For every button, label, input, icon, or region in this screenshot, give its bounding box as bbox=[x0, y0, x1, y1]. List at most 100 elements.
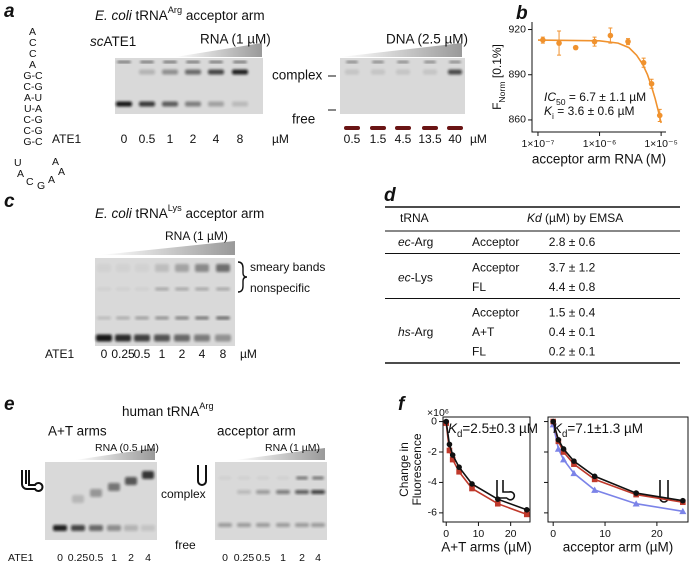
gel-band bbox=[311, 490, 325, 494]
lane-label: 0.25 bbox=[111, 347, 135, 361]
x-tick-label: 1×10⁻⁵ bbox=[644, 138, 678, 150]
data-point bbox=[456, 464, 462, 471]
gel-band bbox=[423, 69, 437, 75]
gel-title: acceptor arm bbox=[217, 424, 296, 439]
nucleotide: G-C bbox=[23, 136, 43, 148]
data-point bbox=[555, 437, 562, 443]
data-point bbox=[446, 447, 453, 454]
lane-label: 1 bbox=[167, 132, 174, 146]
x-axis-label: A+T arms (µM) bbox=[441, 540, 531, 555]
table-cell-part: ec bbox=[398, 235, 411, 249]
enzyme-label: scATE1 bbox=[90, 34, 136, 49]
lane-label: 1 bbox=[280, 552, 286, 564]
table-header: Kd (µM) by EMSA bbox=[527, 211, 623, 225]
gel-band bbox=[372, 61, 384, 63]
gel-band bbox=[107, 525, 121, 531]
gel-band bbox=[97, 264, 111, 272]
panel-letter: d bbox=[384, 185, 396, 206]
table-cell: FL bbox=[472, 280, 486, 294]
data-point bbox=[591, 38, 598, 45]
panel-letter: c bbox=[4, 191, 15, 212]
gel-band bbox=[116, 101, 132, 107]
x-tick-label: 0 bbox=[443, 528, 449, 540]
plot-frame bbox=[442, 416, 531, 523]
y-tick-label: 0 bbox=[431, 415, 437, 427]
lane-label: 2 bbox=[179, 347, 186, 361]
x-tick-label: 0 bbox=[550, 528, 556, 540]
gel-band bbox=[215, 334, 231, 342]
gel-band bbox=[194, 334, 210, 342]
gel-band bbox=[295, 490, 309, 494]
y-tick-label: -4 bbox=[428, 476, 437, 488]
table-cell: Acceptor bbox=[472, 235, 519, 249]
y-axis-label-part: [0.1%] bbox=[490, 44, 504, 81]
gel bbox=[340, 58, 465, 114]
lane-label: 1 bbox=[159, 347, 166, 361]
y-axis-label: Fluorescence bbox=[410, 433, 424, 505]
panel-title: E. coli tRNAArg acceptor arm bbox=[95, 5, 265, 22]
gel-band bbox=[219, 476, 231, 480]
data-point bbox=[523, 511, 530, 518]
gel-well bbox=[395, 126, 411, 130]
table-cell: ec-Arg bbox=[398, 235, 433, 249]
condition-label: RNA (1 µM) bbox=[165, 229, 228, 243]
band-label: smeary bands bbox=[250, 260, 325, 274]
y-axis-label-part: Norm bbox=[497, 81, 507, 102]
lane-label: 1.5 bbox=[370, 132, 387, 146]
gel-title: A+T arms bbox=[48, 424, 107, 439]
gel bbox=[215, 462, 327, 540]
nucleotide: A bbox=[17, 168, 24, 180]
data-point bbox=[680, 497, 686, 504]
gel-band bbox=[140, 61, 154, 63]
axes bbox=[531, 22, 666, 133]
data-point bbox=[469, 481, 475, 487]
data-point bbox=[560, 449, 567, 455]
annotation-part: = 3.6 ± 0.6 µM bbox=[554, 104, 635, 118]
table-cell: FL bbox=[472, 345, 486, 359]
lane-label: 40 bbox=[448, 132, 462, 146]
data-point bbox=[554, 445, 562, 452]
gel-band bbox=[135, 287, 149, 291]
x-tick-label: 1×10⁻⁶ bbox=[583, 138, 617, 150]
gel-band bbox=[142, 471, 154, 479]
gel-band bbox=[155, 316, 169, 320]
y-tick-label: -2 bbox=[428, 446, 437, 458]
gel-band bbox=[139, 69, 155, 75]
table-cell: 3.7 ± 1.2 bbox=[549, 261, 596, 275]
x-axis-label: acceptor arm RNA (M) bbox=[532, 152, 666, 167]
data-point bbox=[591, 486, 599, 493]
panel-letter: a bbox=[4, 1, 15, 22]
data-point bbox=[633, 490, 639, 496]
gel-band bbox=[97, 316, 111, 320]
annotation-part: d bbox=[562, 429, 567, 440]
gel-band bbox=[175, 287, 189, 291]
table-cell-part: hs bbox=[398, 325, 411, 339]
table-cell: 0.4 ± 0.1 bbox=[549, 325, 596, 339]
annotation-part: =7.1±1.3 µM bbox=[567, 421, 643, 436]
gel-band bbox=[448, 69, 462, 75]
lane-label: 2 bbox=[299, 552, 305, 564]
band-label: free bbox=[292, 112, 315, 127]
table-cell: hs-Arg bbox=[398, 325, 433, 339]
gel-band bbox=[256, 490, 270, 494]
lane-label: 0 bbox=[101, 347, 108, 361]
data-point bbox=[679, 507, 687, 515]
gel-band bbox=[53, 525, 67, 531]
data-point bbox=[494, 500, 501, 507]
gel-band bbox=[162, 101, 178, 107]
data-point bbox=[572, 44, 579, 51]
gel-band bbox=[115, 334, 131, 342]
x-tick-label: 20 bbox=[505, 528, 517, 540]
data-point bbox=[469, 485, 475, 492]
lane-label: 0.5 bbox=[256, 552, 271, 564]
y-tick-label: 920 bbox=[508, 23, 526, 35]
annotation: Kd=2.5±0.3 µM bbox=[448, 421, 538, 441]
panel-title-part: Lys bbox=[168, 203, 182, 213]
annotation: Ki = 3.6 ± 0.6 µM bbox=[544, 104, 634, 121]
gel-band bbox=[155, 264, 169, 272]
lane-label: 4 bbox=[315, 552, 321, 564]
data-point bbox=[570, 469, 578, 477]
data-point bbox=[607, 32, 614, 39]
data-point bbox=[446, 441, 453, 448]
